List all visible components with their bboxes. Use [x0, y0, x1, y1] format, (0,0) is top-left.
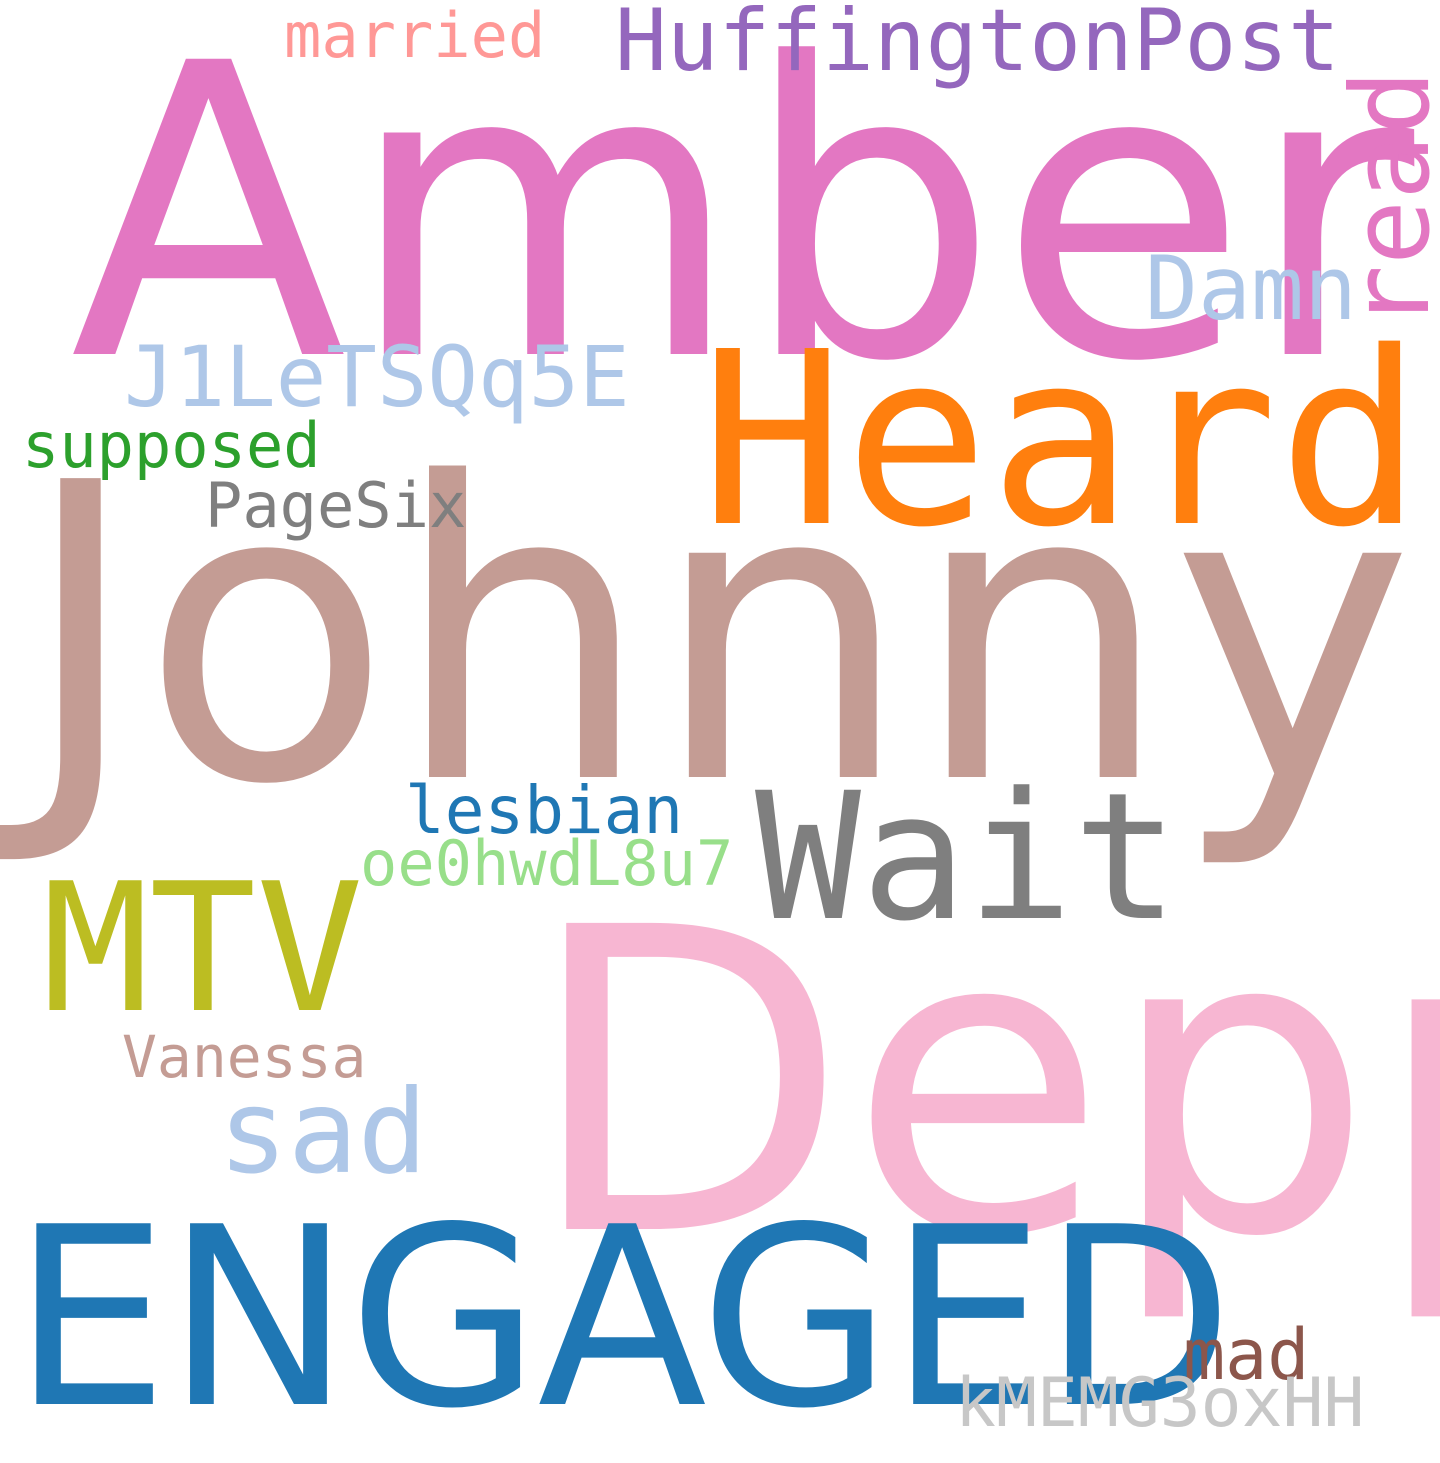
word-engaged: ENGAGED	[12, 1175, 1234, 1463]
word-johnny: Johnny	[20, 396, 1414, 874]
word-oe0hwdl8u7: oe0hwdL8u7	[360, 827, 734, 900]
word-married: married	[284, 0, 546, 72]
word-amber: Amber	[70, 0, 1415, 450]
word-damn: Damn	[1145, 237, 1357, 340]
word-mad: mad	[1183, 1314, 1310, 1396]
word-heard: Heard	[700, 300, 1423, 580]
word-depp: Depp	[525, 840, 1440, 1329]
word-vanessa: Vanessa	[122, 1023, 367, 1091]
word-lesbian: lesbian	[405, 772, 684, 849]
word-wait: Wait	[755, 755, 1179, 960]
word-huffingtonpost: HuffingtonPost	[615, 0, 1340, 91]
word-j1letsqq5e: J1LeTSQq5E	[124, 328, 630, 426]
word-supposed: supposed	[22, 409, 321, 482]
word-mtv: MTV	[42, 845, 364, 1052]
word-pagesix: PageSix	[205, 469, 467, 542]
word-kmemg3oxhh: kMEMG3oxHH	[955, 1364, 1365, 1443]
word-sad: sad	[218, 1065, 428, 1200]
